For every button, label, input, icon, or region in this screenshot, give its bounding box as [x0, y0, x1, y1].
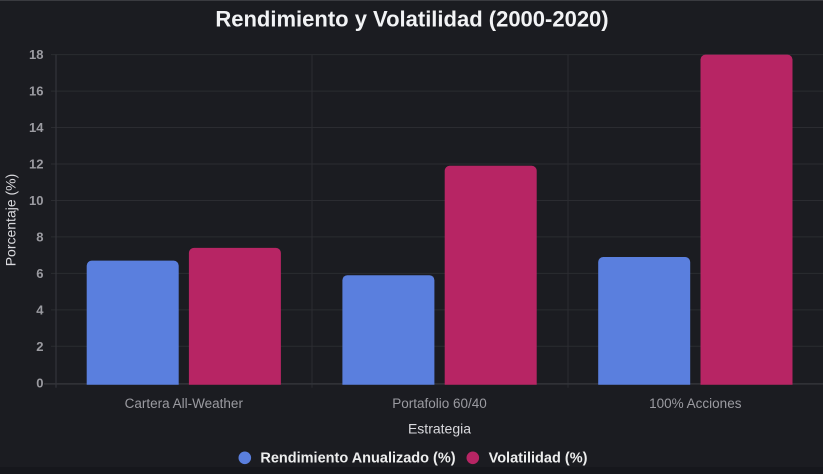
svg-text:16: 16: [29, 84, 43, 99]
svg-text:4: 4: [36, 303, 44, 318]
svg-text:0: 0: [36, 375, 43, 390]
svg-text:6: 6: [36, 266, 43, 281]
svg-text:Rendimiento Anualizado (%): Rendimiento Anualizado (%): [260, 450, 455, 466]
svg-text:Porcentaje (%): Porcentaje (%): [3, 174, 19, 267]
svg-text:8: 8: [36, 230, 43, 245]
svg-text:Rendimiento y Volatilidad (200: Rendimiento y Volatilidad (2000-2020): [215, 7, 608, 32]
svg-text:10: 10: [29, 193, 43, 208]
svg-text:2: 2: [36, 339, 43, 354]
svg-text:18: 18: [29, 47, 43, 62]
svg-text:100% Acciones: 100% Acciones: [649, 396, 742, 411]
svg-text:Volatilidad (%): Volatilidad (%): [489, 450, 588, 466]
svg-text:14: 14: [29, 120, 44, 135]
svg-text:Estrategia: Estrategia: [408, 420, 471, 436]
svg-text:Cartera All-Weather: Cartera All-Weather: [125, 396, 244, 411]
svg-text:Portafolio 60/40: Portafolio 60/40: [392, 396, 487, 411]
svg-text:12: 12: [29, 157, 43, 172]
